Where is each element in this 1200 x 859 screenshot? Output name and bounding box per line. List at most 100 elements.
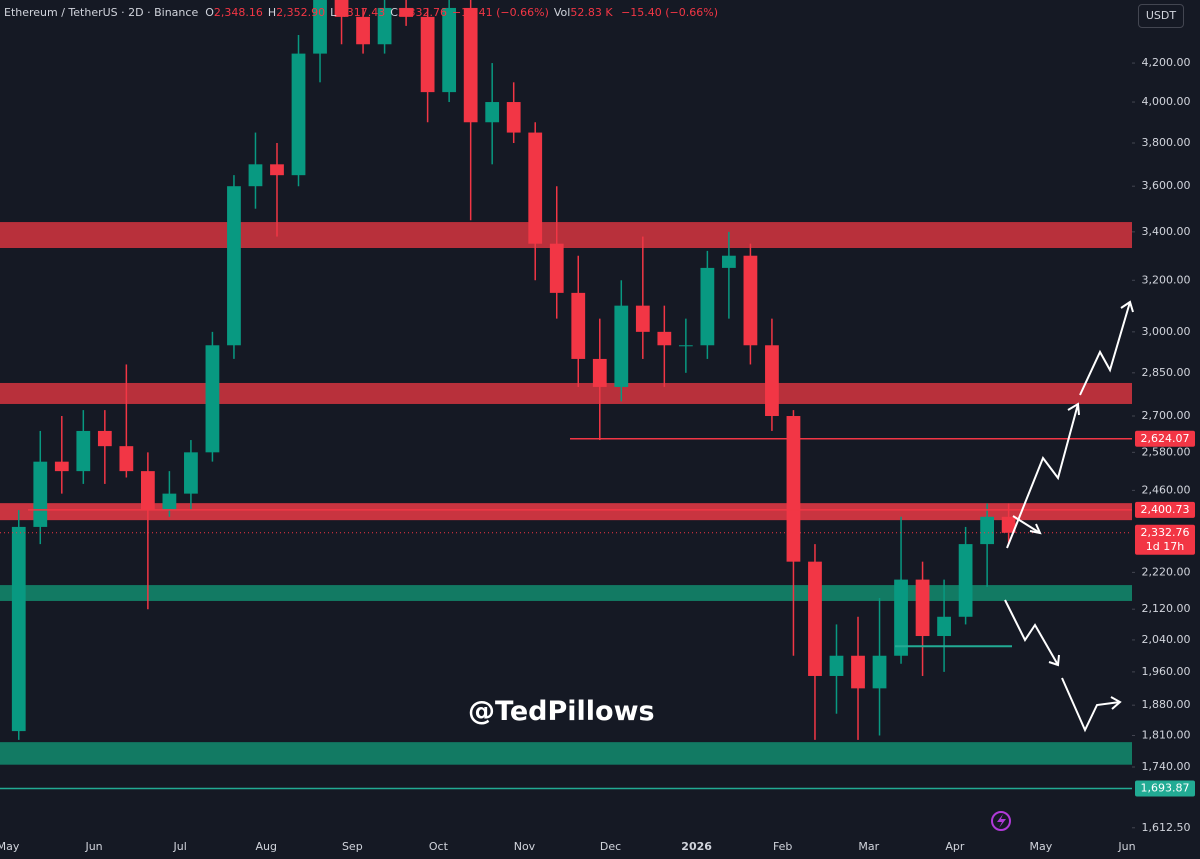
y-tick-label: 2,040.00 — [1142, 633, 1191, 646]
y-tick-label: 4,000.00 — [1142, 95, 1191, 108]
countdown: 1d 17h — [1146, 540, 1184, 553]
currency-button[interactable]: USDT — [1138, 4, 1184, 28]
candle-body — [119, 446, 134, 472]
x-tick-label: Oct — [429, 840, 449, 853]
alert-icon[interactable] — [991, 811, 1011, 831]
y-tick-label: 3,400.00 — [1142, 225, 1191, 238]
projection-arrows — [1004, 300, 1134, 733]
candle-body — [765, 345, 779, 417]
candle-body — [894, 579, 908, 656]
x-tick-label: Aug — [255, 840, 276, 853]
x-tick-label: Nov — [514, 840, 536, 853]
x-tick-label: Jul — [173, 840, 187, 853]
price-axis: 2,624.07 2,400.73 1,693.87 4,200.00 4,000.00… — [1132, 56, 1195, 834]
candle-body — [958, 544, 973, 617]
x-tick-label: Apr — [945, 840, 965, 853]
y-tick-label: 1,740.00 — [1142, 760, 1191, 773]
candle-body — [313, 0, 327, 54]
last-price-label: 2,332.76 — [1141, 526, 1190, 539]
last-price-badge — [1135, 524, 1195, 555]
candle-body — [678, 345, 693, 347]
candle-body — [786, 416, 801, 562]
zone — [0, 742, 1132, 765]
zone — [0, 503, 1132, 521]
candle-body — [657, 331, 672, 346]
candle-body — [980, 516, 995, 545]
ohlc-label: L — [330, 6, 337, 19]
candle-body — [291, 53, 306, 176]
x-tick-label: May — [1030, 840, 1053, 853]
candle-body — [420, 16, 435, 93]
x-tick-label: 2026 — [681, 840, 712, 853]
candle-body — [700, 267, 715, 346]
candle-body — [270, 164, 284, 176]
zone — [0, 585, 1132, 601]
y-tick-label: 2,850.00 — [1142, 366, 1191, 379]
y-tick-label: 3,000.00 — [1142, 325, 1191, 338]
arrow — [1012, 515, 1041, 534]
candle-body — [528, 132, 543, 244]
candle-body — [399, 7, 413, 17]
zone — [0, 382, 1132, 404]
candle-body — [808, 561, 822, 676]
y-tick-label: 3,800.00 — [1142, 136, 1191, 149]
vol-change: −15.40 (−0.66%) — [621, 6, 719, 19]
level-label: 2,624.07 — [1141, 432, 1190, 445]
level-badge — [1135, 430, 1195, 447]
legend-header: Ethereum / TetherUS · 2D · Binance O2,34… — [4, 6, 723, 19]
candle-body — [571, 292, 586, 359]
y-tick-label: 2,580.00 — [1142, 445, 1191, 458]
x-tick-label: Feb — [773, 840, 792, 853]
candle-body — [851, 655, 865, 689]
y-tick-label: 1,960.00 — [1142, 665, 1191, 678]
candle-body — [722, 255, 736, 268]
arrow — [1006, 403, 1079, 549]
candle-body — [54, 461, 69, 472]
arrow-head — [1067, 402, 1080, 416]
arrow-head — [1048, 654, 1060, 667]
level-badge — [1135, 780, 1195, 797]
candle-body — [334, 0, 349, 17]
symbol: Ethereum / TetherUS · 2D · Binance — [4, 6, 199, 19]
level-badge — [1135, 501, 1195, 518]
candle-body — [592, 358, 607, 387]
ohlc-label: O — [205, 6, 214, 19]
y-tick-label: 4,200.00 — [1142, 56, 1191, 69]
x-tick-label: Dec — [600, 840, 621, 853]
candle-body — [442, 7, 457, 93]
x-tick-label: Jun — [1117, 840, 1135, 853]
ohlc-value: 2,317.43 — [336, 6, 386, 19]
watermark: @TedPillows — [468, 696, 655, 727]
candle-body — [184, 452, 198, 494]
alert-bolt[interactable] — [997, 814, 1006, 828]
candle-body — [635, 305, 650, 332]
candle-body — [937, 616, 951, 637]
candle-body — [356, 16, 370, 45]
y-tick-label: 2,120.00 — [1142, 602, 1191, 615]
y-tick-label: 1,612.50 — [1142, 821, 1191, 834]
candle-body — [377, 7, 392, 45]
arrow — [1061, 677, 1121, 733]
candle-body — [915, 579, 930, 637]
alert-ring[interactable] — [991, 811, 1011, 831]
candle-body — [743, 255, 758, 346]
y-tick-label: 2,700.00 — [1142, 409, 1191, 422]
candle-body — [829, 655, 844, 676]
y-tick-label: 2,220.00 — [1142, 565, 1191, 578]
candle-body — [1001, 516, 1016, 533]
ohlc-value: 2,348.16 — [213, 6, 263, 19]
x-tick-label: Sep — [342, 840, 363, 853]
candle-body — [872, 655, 887, 689]
y-tick-label: 3,600.00 — [1142, 179, 1191, 192]
candle-body — [485, 102, 500, 123]
vol-label: Vol — [553, 6, 571, 19]
candle-body — [162, 493, 177, 511]
ohlc-label: H — [267, 6, 277, 19]
y-tick-label: 1,810.00 — [1142, 728, 1191, 741]
candle-body — [463, 7, 478, 123]
arrow-head — [1120, 300, 1134, 313]
arrow-head — [1029, 523, 1042, 535]
x-tick-label: Jun — [84, 840, 102, 853]
candle-body — [33, 461, 48, 527]
arrow-head — [1110, 696, 1122, 710]
